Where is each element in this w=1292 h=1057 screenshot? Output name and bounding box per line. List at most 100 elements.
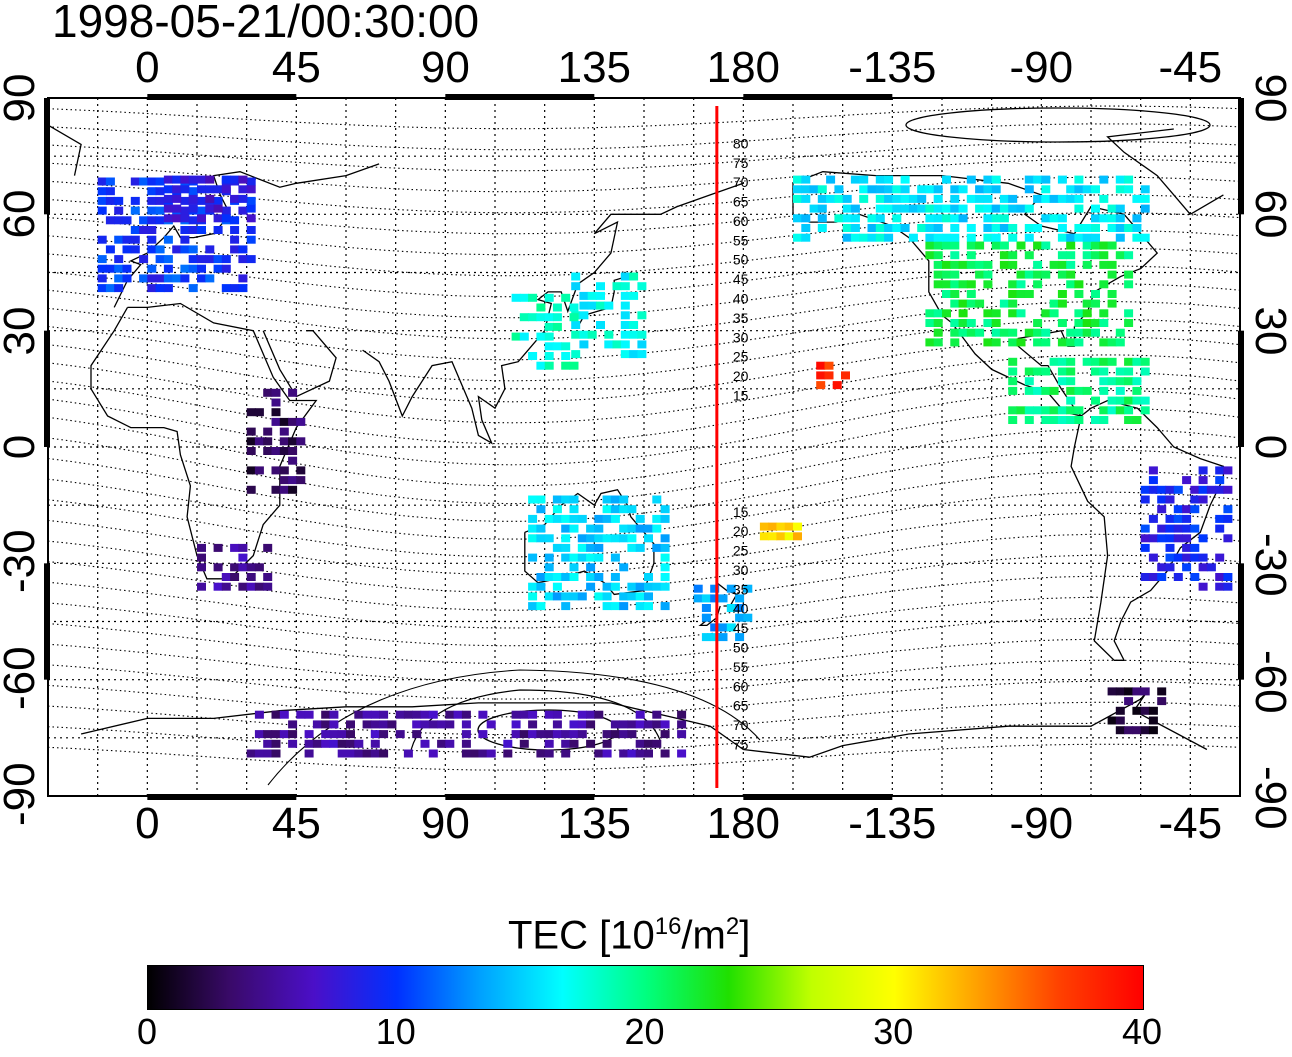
tec-cell	[925, 233, 935, 242]
tec-cell	[917, 224, 927, 232]
tec-cell	[900, 185, 910, 194]
tec-cell	[925, 309, 935, 318]
contour-line	[47, 722, 1241, 753]
tec-cell	[221, 582, 231, 591]
tec-cell	[718, 623, 728, 632]
tec-cell	[1190, 495, 1200, 504]
tec-cell	[1157, 485, 1167, 494]
tec-cell	[528, 602, 538, 611]
tec-cell	[197, 226, 206, 234]
tec-cell	[147, 235, 157, 244]
tec-cell	[536, 524, 546, 533]
tec-cell	[1124, 687, 1134, 696]
tec-cell	[768, 532, 778, 541]
tec-cell	[1124, 357, 1134, 366]
tec-cell	[238, 175, 248, 184]
tec-cell	[1049, 416, 1059, 424]
tec-cell	[1124, 224, 1134, 232]
tec-cell	[238, 563, 248, 572]
tec-cell	[213, 264, 223, 273]
tec-cell	[437, 720, 447, 729]
tec-cell	[238, 284, 248, 293]
tec-cell	[230, 216, 240, 225]
tec-cell	[147, 226, 157, 234]
tec-cell	[1198, 476, 1208, 485]
tec-cell	[594, 543, 604, 552]
tec-cell	[230, 563, 240, 572]
contour-label: 45	[733, 271, 749, 287]
tec-cell	[933, 260, 943, 269]
contour-line	[47, 449, 1241, 522]
tec-cell	[660, 730, 670, 739]
tec-cell	[594, 514, 604, 523]
tec-cell	[1198, 485, 1208, 494]
tec-cell	[1024, 328, 1034, 337]
tec-cell	[552, 514, 562, 523]
tec-cell	[552, 342, 562, 351]
tec-cell	[620, 340, 630, 349]
tec-cell	[602, 730, 612, 739]
tec-cell	[958, 185, 968, 194]
tec-cell	[486, 720, 496, 729]
tec-cell	[1066, 386, 1076, 395]
contour-label: 75	[733, 155, 749, 171]
tec-cell	[1066, 377, 1076, 386]
tec-cell	[536, 749, 546, 758]
tec-cell	[577, 553, 587, 562]
contour-label: 45	[733, 620, 749, 636]
tec-cell	[577, 514, 587, 523]
tec-cell	[1008, 260, 1018, 269]
tec-cell	[842, 204, 852, 213]
tec-cell	[1132, 687, 1142, 696]
tec-cell	[188, 255, 198, 264]
tec-cell	[602, 514, 612, 523]
tec-cell	[966, 233, 976, 242]
tec-cell	[1024, 290, 1034, 298]
tec-cell	[1033, 367, 1043, 376]
tec-cell	[213, 196, 223, 205]
tec-cell	[867, 214, 877, 223]
contour-label: 15	[733, 387, 749, 403]
tec-cell	[908, 194, 918, 203]
tec-cell	[271, 466, 281, 475]
tec-cell	[246, 563, 256, 572]
contour-label: 70	[733, 717, 749, 733]
tec-cell	[197, 214, 206, 223]
tec-cell	[197, 543, 206, 552]
tec-cell	[197, 563, 206, 572]
tec-cell	[1008, 406, 1018, 415]
colorbar-title: TEC [1016/m2]	[508, 905, 750, 957]
tec-cell	[420, 739, 430, 748]
tec-cell	[1066, 367, 1076, 376]
tec-cell	[1033, 386, 1043, 395]
tec-cell	[577, 592, 587, 601]
tec-cell	[571, 350, 581, 359]
tec-cell	[594, 573, 604, 581]
tec-cell	[1074, 386, 1084, 395]
contour-label: 20	[733, 523, 749, 539]
tec-cell	[627, 543, 637, 552]
tec-cell	[544, 332, 554, 341]
tec-cell	[105, 187, 115, 196]
tec-cell	[1215, 476, 1225, 485]
tec-cell	[238, 245, 248, 254]
tec-cell	[1024, 416, 1034, 424]
tec-cell	[801, 194, 811, 203]
tec-cell	[842, 233, 852, 242]
tec-cell	[950, 299, 960, 308]
tec-cell	[1140, 406, 1150, 415]
tec-cell	[1008, 251, 1018, 260]
tec-cell	[586, 563, 596, 572]
tec-cell	[1223, 514, 1233, 523]
tec-cell	[983, 224, 993, 232]
tec-cell	[346, 730, 355, 739]
tec-cell	[230, 284, 240, 293]
tec-cell	[627, 582, 637, 591]
tec-cell	[263, 437, 273, 446]
top-lon-tick: 45	[271, 43, 321, 92]
tec-cell	[586, 710, 596, 719]
tec-cell	[933, 204, 943, 213]
tec-cell	[627, 592, 637, 601]
tec-cell	[130, 196, 140, 205]
